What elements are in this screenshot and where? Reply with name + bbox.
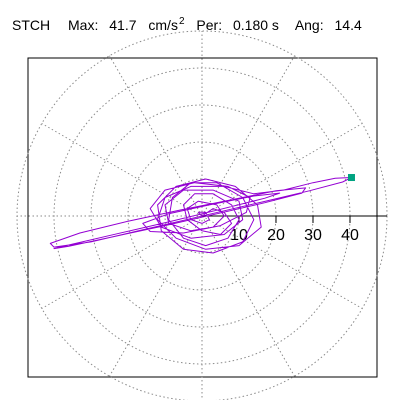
- peak-marker-group: [347, 174, 355, 182]
- station-code: STCH: [12, 17, 51, 33]
- grid-spoke-120: [109, 55, 203, 217]
- max-unit-exponent: 2: [178, 16, 185, 27]
- angle-label: Ang:: [294, 17, 324, 33]
- max-value: 41.7: [109, 17, 137, 33]
- orbit-trace-group: [49, 177, 352, 254]
- grid-spoke-300: [201, 215, 295, 377]
- orbit-trace: [49, 177, 352, 254]
- angle-value: 14.4: [334, 17, 362, 33]
- max-label: Max:: [68, 17, 99, 33]
- peak-marker: [347, 174, 355, 182]
- grid-spoke-30: [201, 123, 363, 217]
- period-label: Per:: [196, 17, 223, 33]
- grid-spoke-240: [109, 215, 203, 377]
- period-value: 0.180 s: [232, 17, 279, 33]
- grid-spoke-330: [201, 215, 363, 309]
- plot-header: STCH Max: 41.7 cm/s2 Per: 0.180 s Ang: 1…: [12, 16, 362, 36]
- grid-spoke-60: [201, 55, 295, 217]
- radial-axis: 10 20 30 40: [202, 215, 387, 244]
- grid-spoke-210: [41, 215, 203, 309]
- grid-spoke-150: [41, 123, 203, 217]
- max-unit: cm/s: [148, 17, 178, 33]
- radial-tick-label-20: 20: [267, 227, 285, 244]
- radial-tick-label-40: 40: [341, 227, 359, 244]
- radial-tick-label-30: 30: [304, 227, 322, 244]
